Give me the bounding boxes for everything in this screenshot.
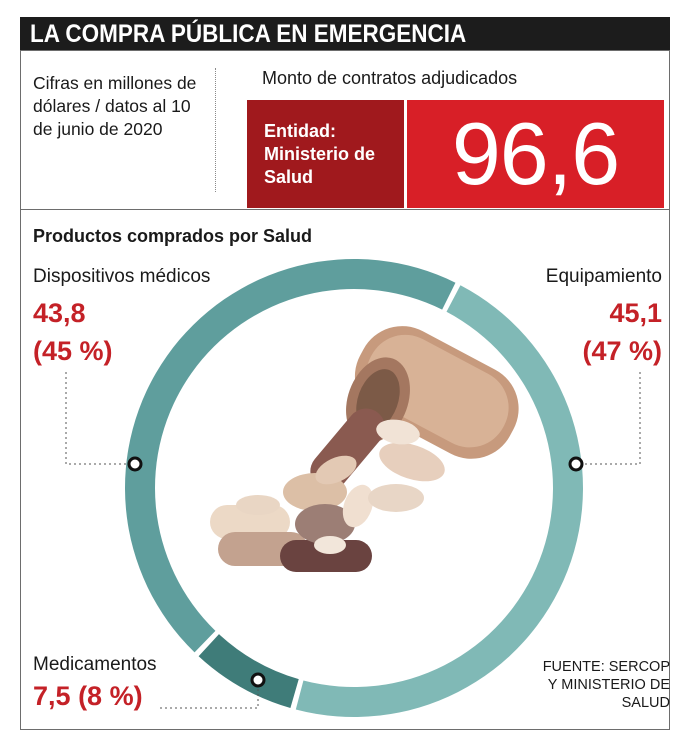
money-pills-illustration (210, 326, 519, 572)
marker-dispositivos (127, 456, 143, 472)
value-equipamiento: 45,1 (609, 298, 662, 328)
entity-box: Entidad: Ministerio de Salud (247, 100, 404, 208)
leader-line-dispositivos (65, 372, 133, 465)
label-medicamentos: Medicamentos (33, 654, 157, 675)
title-bar: LA COMPRA PÚBLICA EN EMERGENCIA (20, 17, 670, 50)
figures-note: Cifras en millones de dólares / datos al… (33, 73, 197, 139)
infographic-frame (20, 50, 670, 730)
section-title: Productos comprados por Salud (33, 226, 313, 246)
page-title: LA COMPRA PÚBLICA EN EMERGENCIA (30, 20, 467, 48)
column-divider (215, 68, 216, 192)
value-dispositivos: 43,8 (33, 298, 86, 328)
contract-amount-label: Monto de contratos adjudicados (262, 68, 518, 88)
marker-equipamiento (568, 456, 584, 472)
label-equipamiento: Equipamiento (545, 266, 662, 287)
entity-label: Entidad: Ministerio de Salud (264, 121, 376, 187)
contract-amount-value: 96,6 (451, 104, 620, 203)
value-medicamentos: 7,5 (8 %) (33, 680, 143, 713)
donut-slice-medicamentos (198, 634, 299, 708)
value-medicamentos-number: 7,5 (33, 681, 71, 711)
percent-dispositivos: (45 %) (33, 336, 113, 366)
percent-medicamentos: (8 %) (78, 681, 143, 711)
donut-slices (125, 259, 583, 717)
source-note: FUENTE: SERCOP Y MINISTERIO DE SALUD (542, 659, 670, 711)
marker-medicamentos (250, 672, 266, 688)
donut-slice-dispositivos-m-dicos (125, 259, 456, 653)
leader-line-medicamentos (160, 682, 259, 709)
section-divider (20, 209, 670, 210)
amount-box: 96,6 (407, 100, 664, 208)
leader-line-equipamiento (578, 372, 641, 465)
percent-equipamiento: (47 %) (582, 336, 662, 366)
label-dispositivos: Dispositivos médicos (33, 266, 211, 287)
